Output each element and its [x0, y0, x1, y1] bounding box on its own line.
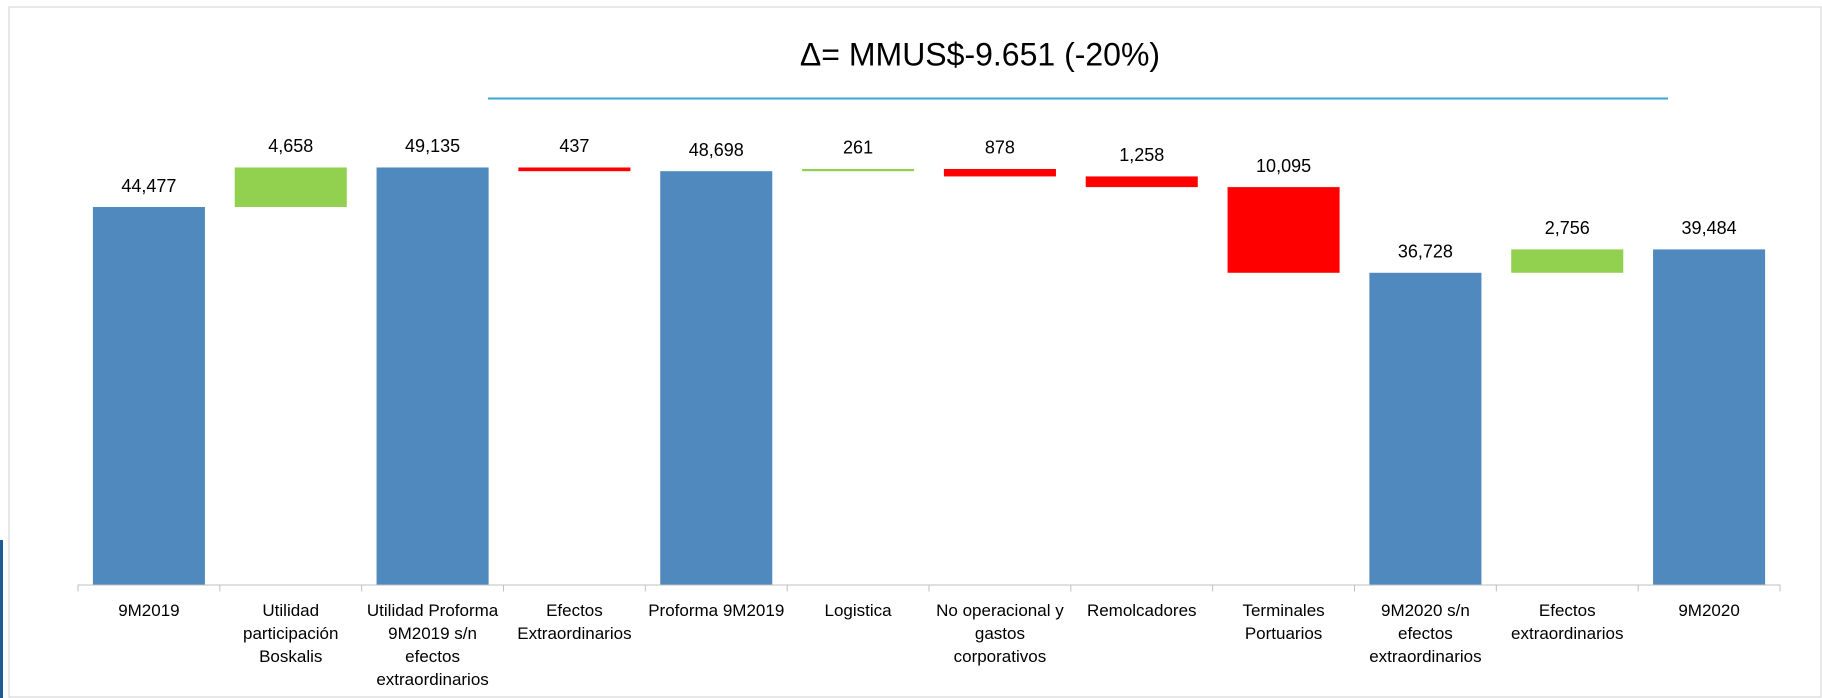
x-tick-label: 9M2020 — [1678, 600, 1740, 620]
data-label: 36,728 — [1398, 242, 1453, 262]
data-label: 44,477 — [121, 176, 176, 196]
bar — [518, 167, 631, 172]
chart-title: Δ= MMUS$-9.651 (-20%) — [800, 36, 1160, 72]
data-label: 1,258 — [1119, 145, 1164, 165]
data-label: 878 — [985, 138, 1015, 158]
bar — [234, 167, 347, 208]
data-label: 2,756 — [1545, 218, 1590, 238]
x-tick-label: No operacional y gastos corporativos — [936, 600, 1064, 666]
edge-mark — [0, 540, 3, 698]
x-tick-label: Utilidad participación Boskalis — [243, 600, 339, 666]
bar — [1511, 249, 1624, 273]
data-label: 437 — [559, 136, 589, 156]
data-label: 4,658 — [268, 136, 313, 156]
bar — [943, 168, 1056, 177]
bar — [660, 171, 773, 585]
data-label: 48,698 — [689, 140, 744, 160]
bar — [1085, 176, 1198, 188]
chart-frame — [8, 6, 1822, 698]
x-tick-label: 9M2020 s/n efectos extraordinarios — [1369, 600, 1482, 666]
bar — [92, 207, 205, 585]
x-tick-label: Terminales Portuarios — [1242, 600, 1325, 643]
bar — [1369, 272, 1482, 585]
x-tick-label: Efectos Extraordinarios — [517, 600, 632, 643]
bar — [376, 167, 489, 585]
data-label: 261 — [843, 138, 873, 158]
data-label: 49,135 — [405, 136, 460, 156]
x-tick-label: 9M2019 — [118, 600, 180, 620]
bar — [1227, 187, 1340, 273]
x-tick-label: Logistica — [824, 600, 892, 620]
x-tick-label: Efectos extraordinarios — [1511, 600, 1624, 643]
bar — [1653, 249, 1766, 585]
data-label: 39,484 — [1682, 218, 1737, 238]
bar — [802, 168, 915, 172]
x-tick-label: Utilidad Proforma 9M2019 s/n efectos ext… — [366, 600, 499, 689]
x-tick-label: Proforma 9M2019 — [648, 600, 785, 620]
x-tick-label: Remolcadores — [1086, 600, 1197, 620]
data-label: 10,095 — [1256, 156, 1311, 176]
